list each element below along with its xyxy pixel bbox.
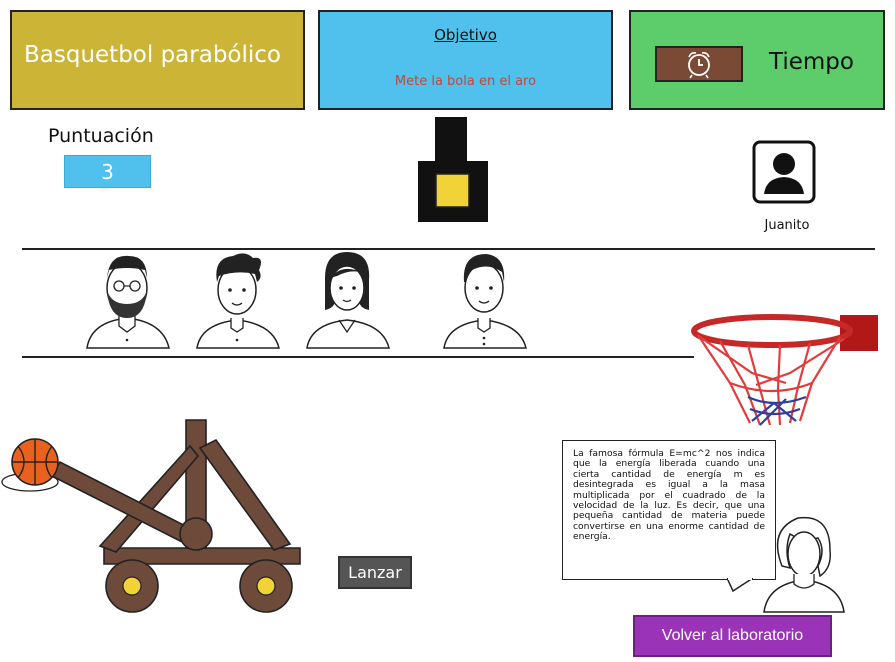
time-panel: Tiempo bbox=[629, 10, 885, 110]
score-label: Puntuación bbox=[48, 125, 154, 147]
title-panel: Basquetbol parabólico bbox=[10, 10, 305, 110]
user-silhouette-icon[interactable] bbox=[752, 140, 816, 204]
clock-display bbox=[655, 46, 743, 82]
objective-heading: Objetivo bbox=[434, 26, 497, 44]
back-to-lab-button[interactable]: Volver al laboratorio bbox=[633, 615, 832, 657]
woman-avatar-icon[interactable] bbox=[303, 248, 393, 352]
user-name: Juanito bbox=[764, 218, 810, 233]
divider-bottom bbox=[22, 356, 694, 358]
score-value: 3 bbox=[64, 155, 151, 188]
objective-panel: Objetivo Mete la bola en el aro bbox=[318, 10, 613, 110]
bearded-man-avatar-icon[interactable] bbox=[83, 248, 173, 352]
basketball-icon bbox=[11, 438, 59, 486]
catapult-wheels bbox=[105, 559, 293, 613]
ball-holder-icon bbox=[418, 117, 488, 222]
alarm-clock-icon bbox=[688, 52, 710, 79]
catapult-icon[interactable] bbox=[0, 418, 310, 623]
narration-text: La famosa fórmula E=mc^2 nos indica que … bbox=[573, 448, 765, 543]
man-avatar-icon[interactable] bbox=[440, 248, 530, 352]
divider-top bbox=[22, 248, 875, 250]
time-label: Tiempo bbox=[769, 49, 854, 75]
objective-text: Mete la bola en el aro bbox=[394, 74, 537, 89]
narration-bubble: La famosa fórmula E=mc^2 nos indica que … bbox=[562, 440, 776, 580]
woman-narrator-icon bbox=[763, 516, 845, 613]
game-title: Basquetbol parabólico bbox=[24, 42, 281, 68]
basketball-hoop-icon bbox=[691, 314, 878, 426]
launch-button[interactable]: Lanzar bbox=[338, 556, 412, 589]
curly-hair-man-avatar-icon[interactable] bbox=[193, 248, 283, 352]
speech-bubble-tail bbox=[727, 578, 753, 592]
